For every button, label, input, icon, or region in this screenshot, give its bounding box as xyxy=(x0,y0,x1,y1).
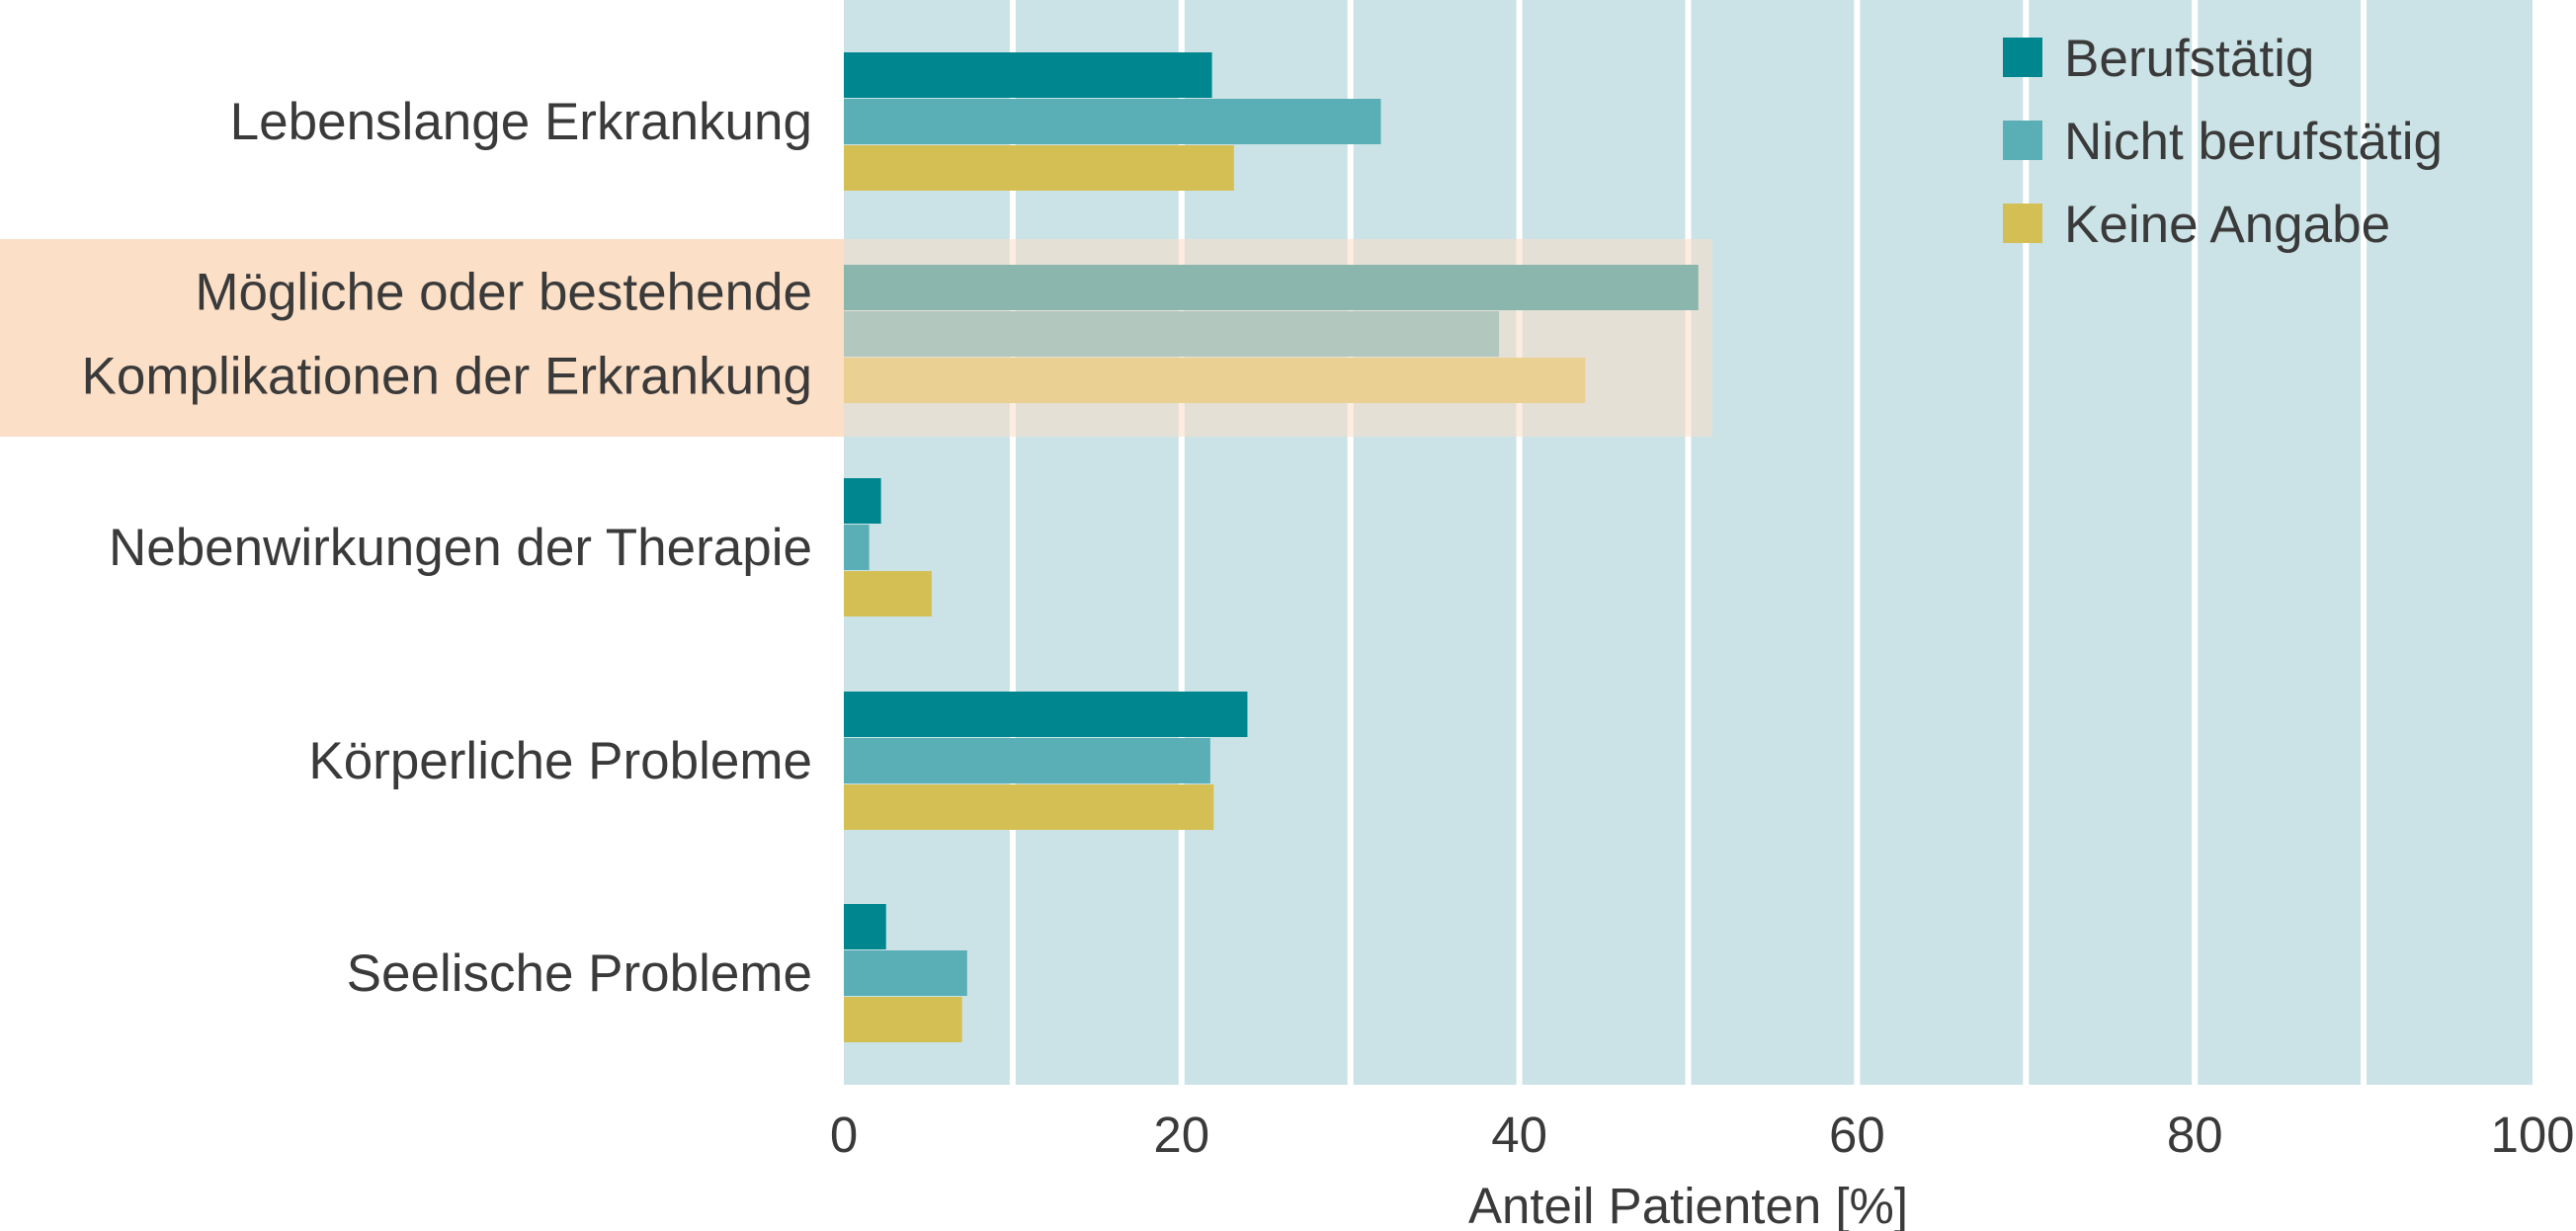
legend-label: Nicht berufstätig xyxy=(2064,113,2443,171)
x-tick-label: 0 xyxy=(830,1107,858,1163)
x-tick-label: 20 xyxy=(1153,1107,1209,1163)
bar xyxy=(844,997,962,1042)
gridlines xyxy=(1009,0,2368,1085)
category-label: Mögliche oder bestehende xyxy=(195,264,812,322)
legend-swatch xyxy=(2003,38,2042,77)
x-axis-label: Anteil Patienten [%] xyxy=(1468,1178,1908,1231)
bar xyxy=(844,692,1248,737)
x-tick-label: 80 xyxy=(2167,1107,2223,1163)
legend-swatch xyxy=(2003,204,2042,243)
bar xyxy=(844,145,1234,191)
bar xyxy=(844,738,1210,783)
category-label: Nebenwirkungen der Therapie xyxy=(109,519,812,577)
category-label: Seelische Probleme xyxy=(347,944,812,1003)
bar xyxy=(844,99,1381,144)
bar xyxy=(844,904,886,949)
bar xyxy=(844,525,870,570)
bar xyxy=(844,52,1212,98)
x-tick-labels: 0 20 40 60 80 100 xyxy=(830,1107,2575,1163)
legend-item: Berufstätig xyxy=(2003,30,2314,88)
legend-label: Keine Angabe xyxy=(2064,196,2390,254)
bar xyxy=(844,478,881,524)
legend-item: Keine Angabe xyxy=(2003,196,2390,254)
bar xyxy=(844,571,932,616)
category-labels: Lebenslange Erkrankung Mögliche oder best… xyxy=(82,93,812,1003)
category-label: Körperliche Probleme xyxy=(308,732,812,790)
highlight-overlay xyxy=(844,239,1712,437)
bar xyxy=(844,950,967,996)
legend: Berufstätig Nicht berufstätig Keine Angabe xyxy=(2003,30,2443,254)
category-label: Lebenslange Erkrankung xyxy=(230,93,812,151)
x-tick-label: 60 xyxy=(1829,1107,1885,1163)
legend-item: Nicht berufstätig xyxy=(2003,113,2443,171)
bar xyxy=(844,784,1214,830)
legend-swatch xyxy=(2003,121,2042,160)
x-tick-label: 100 xyxy=(2490,1107,2574,1163)
x-tick-label: 40 xyxy=(1491,1107,1547,1163)
category-label: Komplikationen der Erkrankung xyxy=(82,348,812,406)
legend-label: Berufstätig xyxy=(2064,30,2314,88)
